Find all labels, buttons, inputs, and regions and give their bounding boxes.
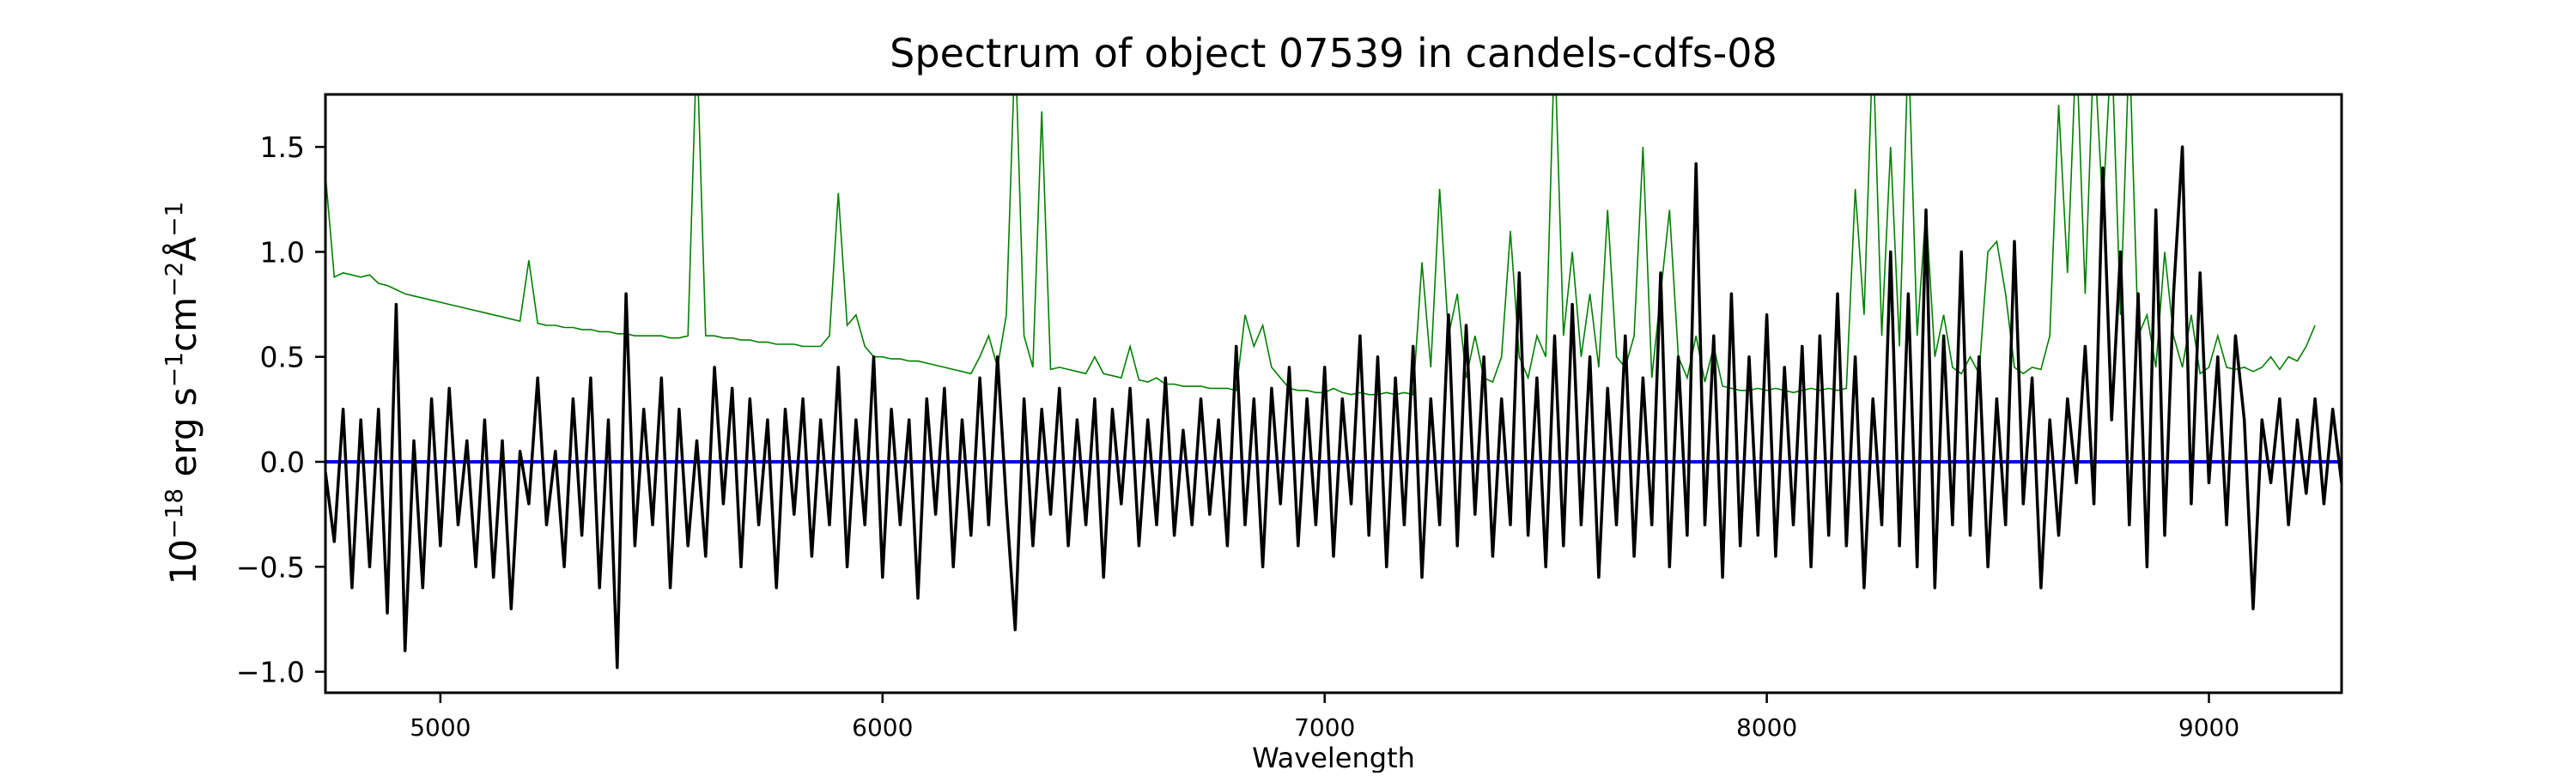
x-tick-label: 6000 <box>852 713 913 742</box>
y-tick-label: −0.5 <box>236 550 305 584</box>
chart-title: Spectrum of object 07539 in candels-cdfs… <box>890 30 1777 76</box>
error-spectrum-line <box>325 94 2316 396</box>
y-axis-label: 10−18 erg s−1cm−2Å−1 <box>160 202 204 585</box>
y-tick-label: 0.0 <box>260 446 305 479</box>
x-axis: 5000 6000 7000 8000 9000 <box>410 693 2239 742</box>
y-axis: −1.0 −0.5 0.0 0.5 1.0 1.5 <box>236 130 325 689</box>
x-tick-label: 5000 <box>410 713 471 742</box>
y-tick-label: 1.0 <box>260 235 305 269</box>
flux-spectrum-line <box>325 145 2342 670</box>
y-tick-label: −1.0 <box>236 656 305 689</box>
y-tick-label: 1.5 <box>260 130 305 164</box>
x-tick-label: 8000 <box>1736 713 1797 742</box>
plot-area <box>325 94 2342 670</box>
y-tick-label: 0.5 <box>260 341 305 374</box>
axes-frame <box>324 93 2343 694</box>
x-tick-label: 7000 <box>1294 713 1355 742</box>
x-axis-label: Wavelength <box>1252 742 1415 773</box>
x-tick-label: 9000 <box>2178 713 2239 742</box>
